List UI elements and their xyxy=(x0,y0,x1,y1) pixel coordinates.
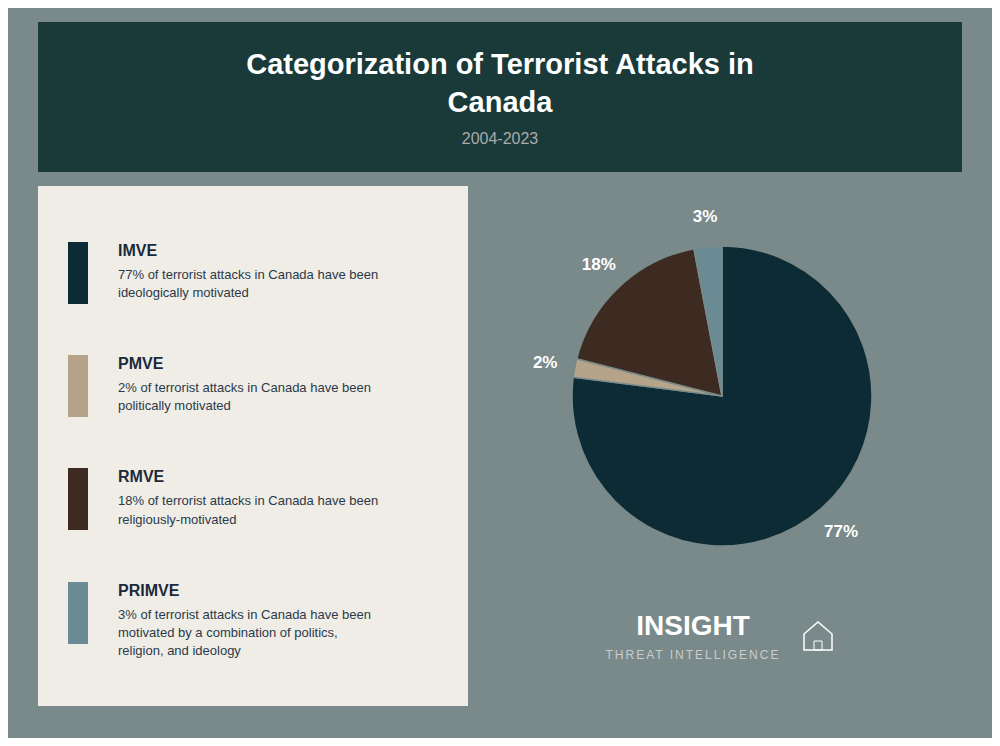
svg-text:77%: 77% xyxy=(824,522,858,541)
html-text:IMVE: IMVE xyxy=(118,241,158,259)
html-text:2% of terrorist attacks in Can: 2% of terrorist attacks in Canada have b… xyxy=(118,380,371,414)
html-text:PMVE: PMVE xyxy=(118,355,164,372)
svg-text:3%: 3% xyxy=(693,207,718,226)
html-text:RMVE: RMVE xyxy=(118,468,165,486)
html-text:2004-2023: 2004-2023 xyxy=(461,129,539,147)
html-text:Canada: Canada xyxy=(447,86,553,118)
svg-text:18%: 18% xyxy=(582,255,616,274)
html-text:Categorization of Terrorist At: Categorization of Terrorist Attacks in xyxy=(246,48,754,81)
html-text:THREAT INTELLIGENCE: THREAT INTELLIGENCE xyxy=(605,648,781,662)
html-text:INSIGHT: INSIGHT xyxy=(636,610,750,641)
html-text:3% of terrorist attacks in Can: 3% of terrorist attacks in Canada have b… xyxy=(118,606,371,659)
html-text:18% of terrorist attacks in Ca: 18% of terrorist attacks in Canada have … xyxy=(118,493,379,527)
svg-text:2%: 2% xyxy=(533,353,558,372)
html-text:77% of terrorist attacks in Ca: 77% of terrorist attacks in Canada have … xyxy=(118,266,379,300)
html-text:PRIMVE: PRIMVE xyxy=(118,581,180,599)
